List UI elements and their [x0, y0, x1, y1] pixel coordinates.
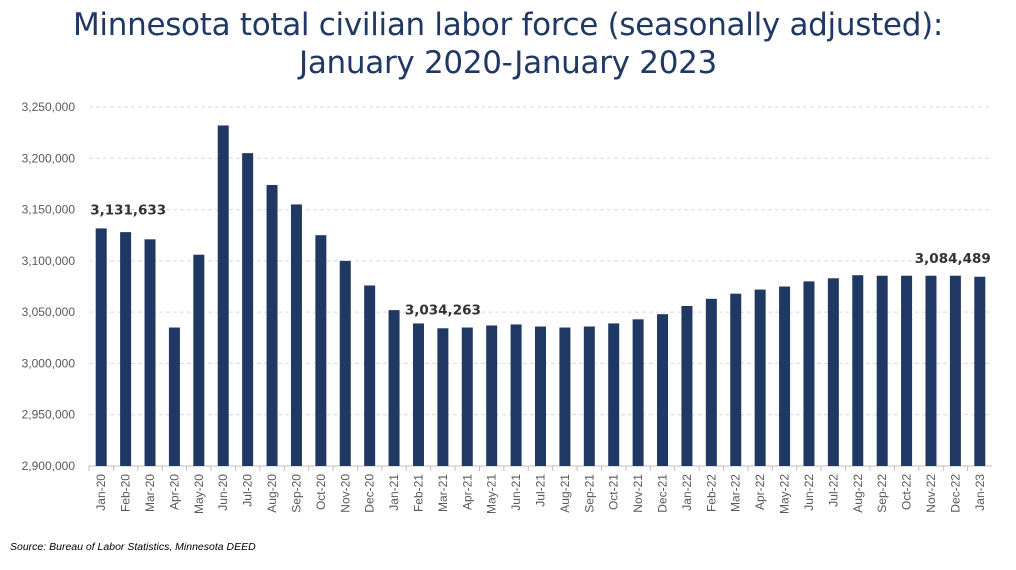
data-label: 3,034,263	[405, 302, 481, 318]
chart-title-line-2: January 2020-January 2023	[299, 45, 717, 81]
x-tick-label: Dec-21	[656, 474, 670, 513]
bar	[852, 275, 864, 466]
bar	[583, 326, 595, 466]
x-tick-label: Nov-20	[338, 474, 352, 513]
bar	[657, 314, 669, 466]
y-tick-label: 3,200,000	[22, 151, 76, 165]
bar	[412, 323, 424, 466]
x-tick-label: Jan-22	[680, 474, 694, 511]
x-tick-label: May-20	[192, 474, 206, 514]
bar	[364, 285, 376, 466]
bar	[705, 298, 717, 466]
bar	[388, 310, 400, 466]
y-tick-label: 3,150,000	[22, 203, 76, 217]
x-tick-label: Oct-22	[900, 474, 914, 510]
bar	[315, 235, 327, 466]
bar	[559, 327, 571, 466]
bar	[486, 325, 498, 466]
y-tick-label: 3,000,000	[22, 356, 76, 370]
bar	[242, 153, 254, 466]
x-tick-label: May-22	[778, 474, 792, 514]
x-tick-label: Jan-23	[973, 474, 987, 511]
bar	[437, 328, 449, 466]
x-tick-label: Aug-21	[558, 474, 572, 513]
bar	[339, 260, 351, 466]
bar	[144, 239, 156, 466]
x-tick-label: Apr-20	[167, 474, 181, 510]
x-tick-label: Jan-20	[94, 474, 108, 511]
x-tick-label: May-21	[485, 474, 499, 514]
x-tick-label: Feb-22	[704, 474, 718, 512]
x-tick-label: Sep-22	[875, 474, 889, 513]
y-tick-label: 2,950,000	[22, 408, 76, 422]
bar	[290, 204, 302, 466]
bar	[974, 276, 986, 466]
bar	[461, 327, 473, 466]
bar	[681, 305, 693, 466]
bar	[949, 275, 961, 466]
x-tick-label: Nov-22	[924, 474, 938, 513]
x-tick-label: Feb-21	[411, 474, 425, 512]
bar	[925, 275, 937, 466]
x-tick-label: Oct-20	[314, 474, 328, 510]
data-label: 3,131,633	[90, 202, 166, 218]
x-tick-label: Jan-21	[387, 474, 401, 511]
x-tick-label: Jul-20	[241, 474, 255, 507]
x-tick-label: Jun-22	[802, 474, 816, 511]
x-tick-label: Jul-21	[534, 474, 548, 507]
x-tick-label: Jul-22	[826, 474, 840, 507]
x-tick-label: Apr-22	[753, 474, 767, 510]
y-tick-label: 2,900,000	[22, 459, 76, 473]
bar	[730, 293, 742, 466]
source-note: Source: Bureau of Labor Statistics, Minn…	[10, 541, 256, 553]
x-tick-label: Aug-22	[851, 474, 865, 513]
x-tick-label: Jun-21	[509, 474, 523, 511]
x-tick-label: Dec-22	[948, 474, 962, 513]
bar	[779, 286, 791, 466]
bar	[876, 275, 888, 466]
bar	[217, 125, 229, 466]
x-tick-label: Aug-20	[265, 474, 279, 513]
bar	[168, 327, 180, 466]
bar	[193, 254, 205, 466]
bar	[901, 275, 913, 466]
x-tick-label: Jun-20	[216, 474, 230, 511]
y-tick-label: 3,250,000	[22, 100, 76, 114]
chart-title: Minnesota total civilian labor force (se…	[0, 6, 1016, 82]
y-tick-label: 3,050,000	[22, 305, 76, 319]
x-tick-label: Mar-20	[143, 474, 157, 512]
x-tick-label: Nov-21	[631, 474, 645, 513]
data-label: 3,084,489	[915, 251, 991, 267]
bar	[510, 324, 522, 466]
bar	[632, 319, 644, 466]
bar	[608, 323, 620, 466]
x-tick-label: Oct-21	[607, 474, 621, 510]
y-tick-label: 3,100,000	[22, 254, 76, 268]
x-tick-label: Feb-20	[119, 474, 133, 512]
bar	[120, 232, 132, 466]
bar	[535, 326, 546, 466]
bar	[827, 278, 839, 466]
bar	[95, 228, 107, 466]
chart-title-line-1: Minnesota total civilian labor force (se…	[72, 7, 944, 43]
bar	[754, 289, 766, 466]
bar	[803, 281, 815, 466]
x-tick-label: Mar-21	[436, 474, 450, 512]
x-tick-label: Dec-20	[363, 474, 377, 513]
x-tick-label: Mar-22	[729, 474, 743, 512]
x-tick-label: Sep-20	[289, 474, 303, 513]
bar	[266, 184, 278, 466]
x-tick-label: Apr-21	[460, 474, 474, 510]
x-tick-label: Sep-21	[582, 474, 596, 513]
